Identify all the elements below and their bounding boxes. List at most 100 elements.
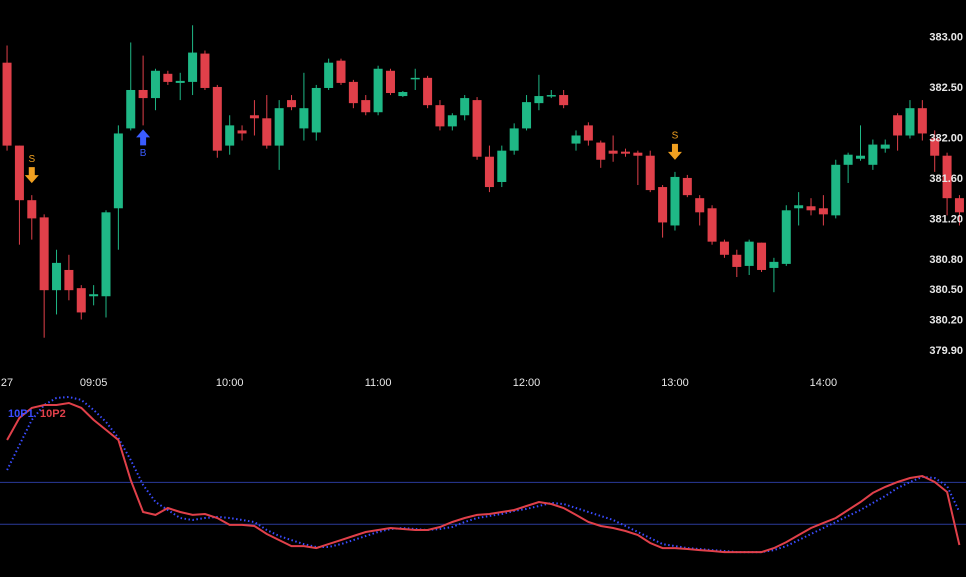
candle-body [818, 208, 828, 215]
candle-body [645, 155, 655, 191]
y-tick-label: 379.90 [929, 345, 963, 357]
candle-body [225, 125, 235, 146]
candle-body [583, 125, 593, 141]
y-tick-label: 381.20 [929, 213, 963, 225]
x-tick-label: 12:00 [513, 377, 541, 389]
candle-body [212, 86, 222, 151]
legend-entry: 10P2 [40, 408, 66, 420]
y-tick-label: 382.00 [929, 132, 963, 144]
candle-body [596, 142, 606, 160]
candle-body [880, 144, 890, 149]
candle-body [348, 81, 358, 104]
candle-body [794, 205, 804, 209]
y-tick-label: 381.60 [929, 173, 963, 185]
candle-body [237, 130, 247, 134]
candle-body [769, 261, 779, 268]
x-tick-label: 14:00 [810, 377, 838, 389]
candle-body [460, 98, 470, 116]
candle-body [39, 217, 49, 291]
candle-body [398, 92, 408, 97]
candle-body [274, 108, 284, 146]
signal-arrow [24, 167, 39, 184]
candle-body [534, 96, 544, 104]
x-tick-label: 09:05 [80, 377, 108, 389]
candle-body [546, 95, 556, 97]
candle-body [175, 80, 185, 83]
candle-body [497, 150, 507, 182]
y-tick-label: 383.00 [929, 31, 963, 43]
candle-body [893, 115, 903, 136]
candle-body [163, 73, 173, 82]
candle-body [522, 102, 532, 129]
candle-body [484, 156, 494, 188]
candle-body [670, 176, 680, 226]
candle-body [89, 294, 99, 297]
candle-body [200, 53, 210, 88]
x-tick-label: 10:00 [216, 377, 244, 389]
candle-body [410, 77, 420, 80]
series-line [6, 401, 961, 554]
legend-entry: 10P1 [8, 408, 34, 420]
candle-body [373, 68, 383, 113]
candle-body [757, 242, 767, 270]
candle-body [509, 128, 519, 151]
signal-label: B [140, 148, 147, 159]
candle-body [2, 62, 12, 146]
candle-body [954, 198, 964, 213]
candle-body [806, 206, 816, 211]
x-tick-label: 13:00 [661, 377, 689, 389]
signal-label: S [28, 154, 35, 165]
candle-body [299, 108, 309, 129]
candle-body [52, 262, 62, 291]
candle-body [138, 89, 148, 99]
candle-body [76, 288, 86, 313]
candle-body [27, 200, 37, 219]
candle-body [559, 95, 569, 106]
candle-body [744, 241, 754, 266]
candle-body [324, 62, 334, 88]
y-tick-label: 380.80 [929, 254, 963, 266]
candle-body [311, 87, 321, 133]
x-tick-label: 27 [1, 377, 13, 389]
signal-label: S [672, 131, 679, 142]
candle-body [620, 151, 630, 154]
candle-body [682, 177, 692, 196]
candle-body [831, 164, 841, 216]
candle-body [423, 77, 433, 106]
candle-body [113, 133, 123, 209]
candle-body [447, 115, 457, 127]
candle-body [472, 100, 482, 157]
candle-body [64, 269, 74, 291]
signal-arrow [667, 143, 682, 160]
candle-body [126, 89, 136, 129]
candle-body [719, 241, 729, 255]
candle-body [917, 108, 927, 134]
candle-body [188, 52, 198, 82]
y-tick-label: 380.20 [929, 314, 963, 326]
candle-body [633, 152, 643, 156]
candle-body [707, 208, 717, 242]
y-tick-label: 382.50 [929, 82, 963, 94]
candle-body [14, 145, 24, 201]
candle-body [781, 210, 791, 264]
candle-body [336, 60, 346, 83]
candle-body [905, 108, 915, 136]
candle-body [608, 150, 618, 154]
candle-body [942, 155, 952, 199]
candle-body [658, 187, 668, 223]
signal-arrow [136, 129, 151, 146]
candle-body [855, 155, 865, 159]
candle-body [385, 70, 395, 94]
candle-body [571, 135, 581, 144]
candle-body [249, 115, 259, 119]
candle-body [150, 70, 160, 99]
candle-body [262, 118, 272, 146]
x-tick-label: 11:00 [365, 377, 392, 389]
series-line [6, 395, 961, 554]
candle-body [287, 100, 297, 108]
y-tick-label: 380.50 [929, 284, 963, 296]
candle-body [361, 100, 371, 113]
candle-body [101, 212, 111, 297]
